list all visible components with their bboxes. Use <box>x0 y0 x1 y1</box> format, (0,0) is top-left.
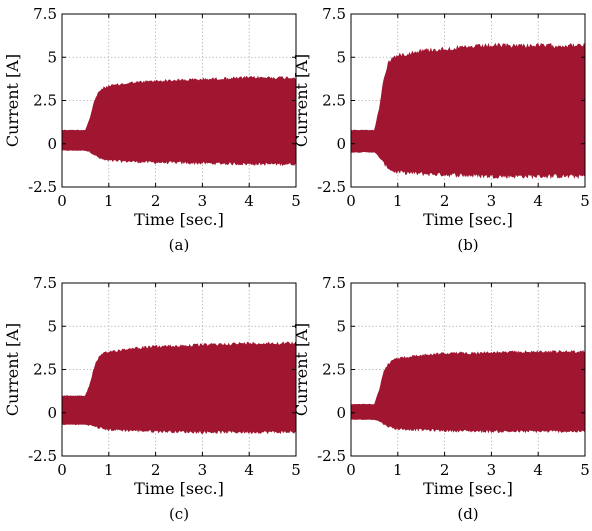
x-tick-label: 1 <box>104 461 114 479</box>
x-tick-label: 5 <box>580 461 590 479</box>
x-tick-label: 5 <box>291 192 301 210</box>
y-axis-label: Current [A] <box>292 323 311 416</box>
y-tick-label: -2.5 <box>28 178 57 196</box>
y-tick-label: 7.5 <box>322 5 346 23</box>
x-tick-label: 3 <box>198 461 208 479</box>
x-tick-label: 2 <box>151 461 161 479</box>
y-tick-label: 0 <box>47 404 57 422</box>
x-axis-label: Time [sec.] <box>134 210 224 229</box>
y-axis-label: Current [A] <box>3 323 22 416</box>
y-tick-label: 5 <box>47 317 57 335</box>
x-axis-label: Time [sec.] <box>134 479 224 498</box>
subfigure-caption: (d) <box>457 505 478 523</box>
y-tick-label: 7.5 <box>322 274 346 292</box>
x-tick-label: 1 <box>393 461 403 479</box>
y-tick-label: 2.5 <box>33 361 57 379</box>
y-tick-label: 0 <box>336 135 346 153</box>
x-axis-label: Time [sec.] <box>423 210 513 229</box>
x-axis-label: Time [sec.] <box>423 479 513 498</box>
y-tick-label: 0 <box>336 404 346 422</box>
y-tick-label: 2.5 <box>33 92 57 110</box>
x-tick-label: 3 <box>198 192 208 210</box>
x-tick-label: 1 <box>393 192 403 210</box>
y-tick-label: -2.5 <box>317 178 346 196</box>
y-tick-label: -2.5 <box>317 447 346 465</box>
x-tick-label: 2 <box>440 192 450 210</box>
subfigure-caption: (c) <box>169 505 189 523</box>
x-tick-label: 4 <box>533 192 543 210</box>
y-tick-label: 5 <box>47 48 57 66</box>
y-tick-label: 5 <box>336 48 346 66</box>
y-axis-label: Current [A] <box>292 54 311 147</box>
y-axis-label: Current [A] <box>3 54 22 147</box>
x-tick-label: 0 <box>57 192 67 210</box>
x-tick-label: 4 <box>244 461 254 479</box>
y-tick-label: 5 <box>336 317 346 335</box>
y-tick-label: 2.5 <box>322 361 346 379</box>
subfigure-caption: (b) <box>457 236 478 254</box>
x-tick-label: 2 <box>440 461 450 479</box>
x-tick-label: 3 <box>487 192 497 210</box>
x-tick-label: 0 <box>57 461 67 479</box>
x-tick-label: 0 <box>346 192 356 210</box>
y-tick-label: 7.5 <box>33 274 57 292</box>
y-tick-label: -2.5 <box>28 447 57 465</box>
subfigure-caption: (a) <box>169 236 190 254</box>
y-tick-label: 7.5 <box>33 5 57 23</box>
x-tick-label: 5 <box>291 461 301 479</box>
y-tick-label: 2.5 <box>322 92 346 110</box>
x-tick-label: 3 <box>487 461 497 479</box>
x-tick-label: 4 <box>533 461 543 479</box>
x-tick-label: 2 <box>151 192 161 210</box>
x-tick-label: 5 <box>580 192 590 210</box>
y-tick-label: 0 <box>47 135 57 153</box>
x-tick-label: 4 <box>244 192 254 210</box>
x-tick-label: 0 <box>346 461 356 479</box>
x-tick-label: 1 <box>104 192 114 210</box>
